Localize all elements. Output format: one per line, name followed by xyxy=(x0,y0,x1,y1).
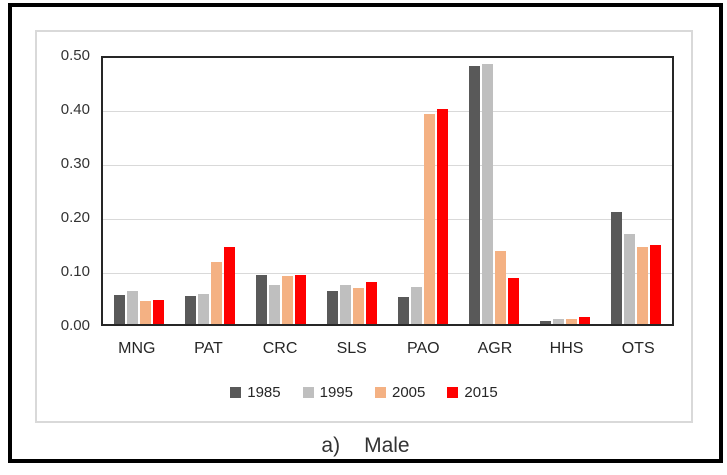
y-tick-label: 0.20 xyxy=(60,209,90,226)
bar-hhs-2015 xyxy=(579,317,591,324)
bar-ots-1995 xyxy=(624,234,636,324)
y-tick-label: 0.10 xyxy=(60,263,90,280)
gridline xyxy=(103,219,672,220)
bar-group-pat xyxy=(174,58,245,324)
x-tick-label-ots: OTS xyxy=(621,340,655,357)
bar-crc-2005 xyxy=(281,276,293,324)
bar-agr-2005 xyxy=(495,251,507,324)
y-axis: 0.50 0.40 0.30 0.20 0.10 0.00 xyxy=(37,47,90,334)
bar-agr-2015 xyxy=(508,278,520,324)
plot-area xyxy=(101,56,674,326)
bar-mng-1985 xyxy=(113,295,125,324)
legend-item-1985: 1985 xyxy=(230,384,281,401)
bar-agr-1995 xyxy=(482,64,494,324)
caption-label: Male xyxy=(364,434,410,457)
bar-group-crc xyxy=(245,58,316,324)
y-tick-label: 0.50 xyxy=(60,47,90,64)
bar-group-ots xyxy=(601,58,672,324)
bar-hhs-1985 xyxy=(540,321,552,324)
caption-prefix: a) xyxy=(321,434,341,457)
bar-pao-2005 xyxy=(424,114,436,324)
bar-ots-2005 xyxy=(637,247,649,324)
bar-sls-2015 xyxy=(365,282,377,324)
bar-pao-1995 xyxy=(411,287,423,324)
x-tick-label-sls: SLS xyxy=(336,340,367,357)
legend: 1985 1995 2005 2015 xyxy=(37,384,691,401)
x-tick-label-mng: MNG xyxy=(118,340,156,357)
bar-crc-1985 xyxy=(255,275,267,324)
legend-item-2015: 2015 xyxy=(447,384,498,401)
chart-area: 0.50 0.40 0.30 0.20 0.10 0.00 MNG PAT CRC SLS PAO… xyxy=(35,30,693,423)
legend-item-1995: 1995 xyxy=(302,384,353,401)
x-axis: MNG PAT CRC SLS PAO AGR HHS OTS xyxy=(101,338,674,360)
x-tick-label-agr: AGR xyxy=(477,340,513,357)
bar-crc-1995 xyxy=(268,285,280,324)
legend-item-2005: 2005 xyxy=(375,384,425,401)
x-tick-label-crc: CRC xyxy=(262,340,298,357)
legend-label: 1995 xyxy=(319,384,353,401)
legend-label: 2015 xyxy=(464,384,498,401)
bar-pao-1985 xyxy=(398,297,410,324)
legend-swatch-icon xyxy=(375,387,386,398)
bar-hhs-2005 xyxy=(566,319,578,324)
gridline xyxy=(103,273,672,274)
legend-swatch-icon xyxy=(302,387,314,398)
bar-group-sls xyxy=(316,58,387,324)
bar-group-pao xyxy=(388,58,459,324)
legend-swatch-icon xyxy=(230,387,242,398)
bar-groups-row xyxy=(103,58,672,324)
legend-label: 2005 xyxy=(392,384,426,401)
bar-pat-2005 xyxy=(210,262,222,324)
y-tick-label: 0.00 xyxy=(60,317,90,334)
legend-label: 1985 xyxy=(247,384,281,401)
bar-crc-2015 xyxy=(294,275,306,324)
bar-agr-1985 xyxy=(469,66,481,324)
bar-pao-2015 xyxy=(437,109,449,324)
bar-mng-1995 xyxy=(126,291,138,324)
bar-pat-1995 xyxy=(197,294,209,324)
bar-group-agr xyxy=(459,58,530,324)
legend-swatch-icon xyxy=(447,387,459,398)
x-tick-label-hhs: HHS xyxy=(549,340,584,357)
gridline xyxy=(103,165,672,166)
bar-pat-1985 xyxy=(184,296,196,324)
bar-sls-1995 xyxy=(339,285,351,324)
bar-hhs-1995 xyxy=(553,319,565,324)
figure-frame: 0.50 0.40 0.30 0.20 0.10 0.00 MNG PAT CRC SLS PAO… xyxy=(8,3,723,463)
x-tick-label-pat: PAT xyxy=(194,340,223,357)
chart-caption: a) Male xyxy=(12,431,719,461)
bar-ots-1985 xyxy=(611,212,623,324)
bar-sls-1985 xyxy=(326,291,338,324)
gridline xyxy=(103,111,672,112)
bar-mng-2015 xyxy=(152,300,164,324)
y-tick-label: 0.40 xyxy=(60,101,90,118)
y-tick-label: 0.30 xyxy=(60,155,90,172)
x-tick-label-pao: PAO xyxy=(407,340,440,357)
bar-ots-2015 xyxy=(650,245,662,324)
bar-pat-2015 xyxy=(223,247,235,324)
bar-mng-2005 xyxy=(139,301,151,324)
bar-group-hhs xyxy=(530,58,601,324)
bar-group-mng xyxy=(103,58,174,324)
bar-sls-2005 xyxy=(352,288,364,324)
